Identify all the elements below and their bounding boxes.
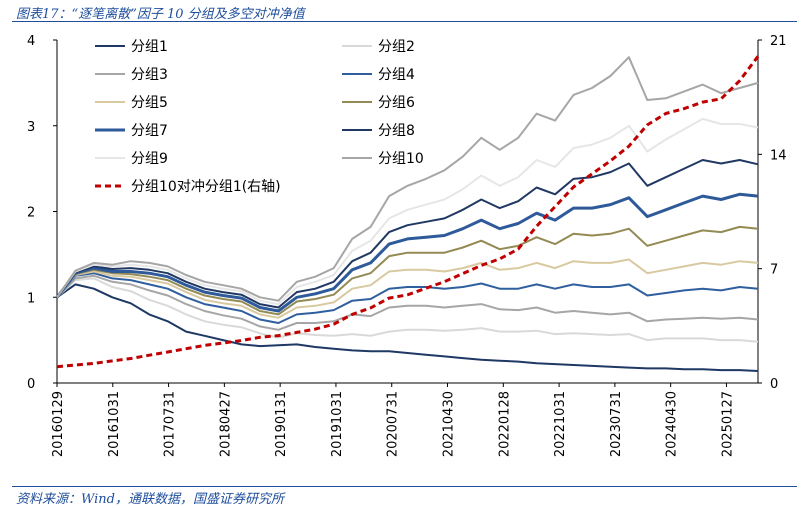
series-line-分组10: [56, 56, 759, 302]
series-line-分组5: [56, 258, 759, 319]
left-tick-label: 2: [27, 206, 35, 221]
x-tick-label: 20191031: [330, 391, 345, 457]
legend-label: 分组2: [378, 39, 415, 55]
x-tick-label: 20180427: [218, 391, 233, 457]
series-line-分组6: [56, 225, 759, 316]
source-divider: [12, 486, 797, 487]
legend-label: 分组4: [378, 67, 415, 83]
legend-label: 分组8: [378, 123, 415, 139]
legend-label: 分组9: [131, 151, 168, 167]
legend-label: 分组3: [131, 67, 168, 83]
x-tick-label: 20220128: [497, 391, 512, 457]
left-tick-label: 3: [27, 120, 35, 135]
legend-label: 分组6: [378, 95, 415, 111]
x-tick-label: 20221031: [553, 391, 568, 457]
legend-label: 分组10: [378, 151, 424, 167]
series-line-分组4: [56, 272, 759, 324]
legend-label: 分组10对冲分组1(右轴): [131, 179, 281, 195]
left-tick-label: 0: [27, 377, 35, 392]
series-line-分组9: [56, 117, 759, 306]
x-tick-label: 20190131: [274, 391, 289, 457]
legend-label: 分组7: [131, 123, 168, 139]
series-line-分组7: [55, 192, 759, 313]
left-tick-label: 4: [27, 34, 35, 49]
chart-axes: 0 1 2 3 4 0 7 14 21 20160129 20161031 20170731 20180…: [27, 34, 787, 457]
x-tick-label: 20161031: [107, 391, 122, 457]
series-line-分组10对冲分组1(右轴): [56, 55, 760, 369]
series-line-分组1: [56, 283, 759, 372]
x-tick-label: 20200731: [386, 391, 401, 457]
series-line-分组3: [56, 274, 759, 331]
right-tick-label: 14: [770, 148, 787, 163]
x-tick-label: 20160129: [51, 391, 66, 457]
right-tick-label: 0: [770, 377, 778, 392]
legend-label: 分组5: [131, 95, 168, 111]
right-tick-label: 7: [770, 263, 778, 278]
x-tick-label: 20250127: [720, 391, 735, 457]
chart-source-note: 资料来源：Wind，通联数据，国盛证券研究所: [16, 492, 284, 507]
chart-figure-title: 图表17：“逐笔离散”因子 10 分组及多空对冲净值: [16, 7, 305, 22]
right-tick-label: 21: [770, 34, 787, 49]
title-divider: [12, 21, 797, 22]
x-tick-label: 20170731: [163, 391, 178, 457]
series-line-分组2: [56, 277, 759, 343]
x-tick-label: 20210430: [442, 391, 457, 457]
left-tick-label: 1: [27, 291, 35, 306]
legend-label: 分组1: [131, 39, 168, 55]
x-tick-label: 20240430: [665, 391, 680, 457]
x-tick-label: 20230731: [609, 391, 624, 457]
chart-legend: 分组1 分组2 分组3 分组4 分组5 分组6 分组7 分组8 分组9 分组10 分组10对冲分组1…: [95, 39, 424, 195]
series-line-分组8: [56, 159, 759, 309]
chart-series-lines: [55, 55, 760, 372]
